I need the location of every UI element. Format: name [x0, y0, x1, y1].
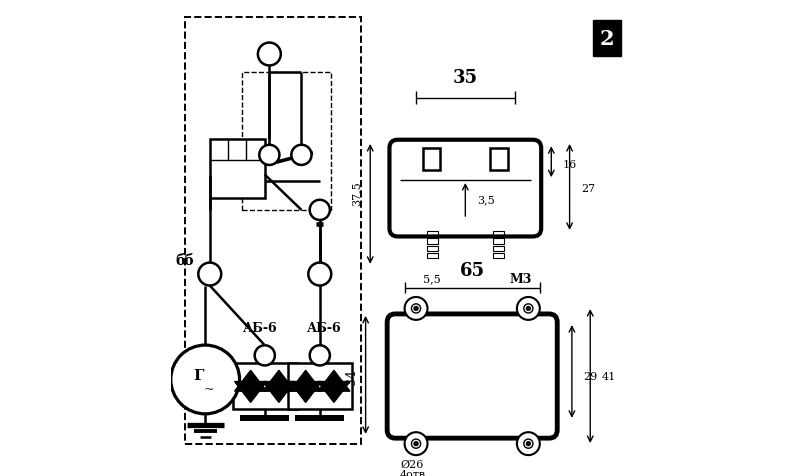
Bar	[493, 231, 504, 237]
Circle shape	[405, 298, 427, 320]
Circle shape	[170, 346, 239, 414]
Circle shape	[258, 43, 281, 66]
Circle shape	[405, 432, 427, 455]
Text: АБ-6: АБ-6	[243, 321, 278, 334]
Bar	[493, 253, 504, 259]
Circle shape	[411, 304, 421, 313]
Polygon shape	[290, 370, 322, 391]
Bar	[288, 364, 352, 409]
Circle shape	[414, 307, 418, 311]
Bar	[426, 253, 438, 259]
Text: 29: 29	[583, 371, 598, 381]
Circle shape	[414, 441, 418, 446]
Polygon shape	[290, 382, 322, 403]
Circle shape	[517, 432, 540, 455]
Circle shape	[254, 346, 275, 366]
Text: Ø26: Ø26	[400, 458, 423, 468]
Bar	[490, 149, 508, 171]
Polygon shape	[263, 370, 295, 391]
Bar	[493, 239, 504, 244]
Circle shape	[524, 439, 533, 448]
Polygon shape	[318, 370, 350, 391]
Circle shape	[310, 200, 330, 220]
Text: 65: 65	[460, 261, 485, 279]
Bar	[423, 149, 440, 171]
Text: M3: M3	[510, 272, 532, 285]
Bar	[210, 139, 265, 199]
Bar	[426, 246, 438, 252]
Text: 35: 35	[453, 69, 478, 87]
Text: 16: 16	[562, 159, 577, 169]
Circle shape	[291, 146, 311, 166]
Text: бб: бб	[175, 254, 194, 268]
Text: 5,5: 5,5	[423, 274, 441, 284]
FancyBboxPatch shape	[390, 140, 541, 237]
Circle shape	[198, 263, 222, 286]
Text: 41: 41	[602, 371, 616, 381]
Bar	[233, 364, 297, 409]
Circle shape	[259, 146, 279, 166]
Circle shape	[411, 439, 421, 448]
Circle shape	[308, 263, 331, 286]
FancyBboxPatch shape	[387, 314, 558, 438]
Text: Г: Г	[193, 368, 203, 382]
Circle shape	[310, 346, 330, 366]
Text: АБ-6: АБ-6	[307, 321, 342, 334]
Polygon shape	[234, 370, 266, 391]
Text: 3,5: 3,5	[477, 195, 494, 205]
Bar	[426, 231, 438, 237]
Bar	[593, 20, 621, 57]
Text: 37,5: 37,5	[351, 181, 362, 206]
Bar	[242, 73, 331, 210]
Text: ~: ~	[203, 382, 214, 396]
Circle shape	[524, 304, 533, 313]
Polygon shape	[318, 382, 350, 403]
Polygon shape	[234, 382, 266, 403]
Text: 27: 27	[581, 184, 595, 194]
Bar	[426, 239, 438, 244]
Circle shape	[526, 441, 530, 446]
Circle shape	[526, 307, 530, 311]
Bar	[185, 18, 361, 444]
Text: 2: 2	[599, 29, 614, 49]
Bar	[493, 246, 504, 252]
Text: 34: 34	[346, 368, 358, 384]
Text: 4отв: 4отв	[400, 469, 426, 476]
Circle shape	[517, 298, 540, 320]
Polygon shape	[263, 382, 295, 403]
